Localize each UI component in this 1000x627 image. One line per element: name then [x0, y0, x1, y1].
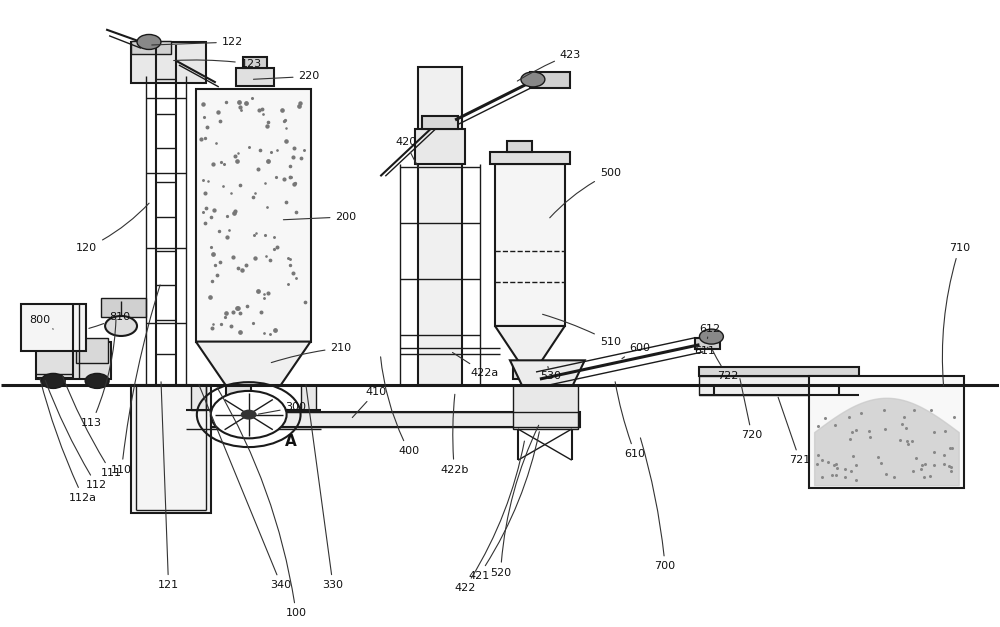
- Text: 113: 113: [81, 319, 116, 428]
- Circle shape: [41, 374, 65, 388]
- Bar: [415, 129, 465, 164]
- Text: 112a: 112a: [40, 379, 97, 503]
- Circle shape: [105, 316, 137, 336]
- Text: 300: 300: [258, 403, 307, 414]
- Text: 423: 423: [517, 50, 581, 81]
- Text: 112: 112: [45, 381, 107, 490]
- Text: 330: 330: [306, 385, 343, 590]
- Text: 700: 700: [640, 438, 676, 571]
- Text: 500: 500: [550, 168, 621, 218]
- Text: 530: 530: [540, 367, 561, 381]
- Bar: [76, 339, 108, 364]
- Bar: [418, 67, 462, 385]
- Text: 510: 510: [543, 314, 621, 347]
- Bar: [530, 72, 570, 88]
- Text: 121: 121: [158, 382, 179, 590]
- Circle shape: [699, 329, 723, 344]
- Bar: [507, 141, 532, 152]
- Text: 200: 200: [283, 212, 357, 222]
- Text: 600: 600: [622, 343, 651, 359]
- Text: 122: 122: [152, 37, 243, 47]
- Bar: [243, 57, 267, 68]
- Bar: [809, 376, 964, 488]
- Bar: [513, 364, 535, 379]
- Bar: [196, 89, 311, 342]
- Bar: [131, 42, 206, 83]
- Text: 400: 400: [381, 357, 419, 456]
- Text: 410: 410: [352, 387, 386, 418]
- Bar: [699, 376, 859, 394]
- Text: 612: 612: [699, 324, 721, 339]
- Text: 520: 520: [490, 425, 539, 577]
- Bar: [301, 385, 316, 410]
- Bar: [36, 342, 111, 379]
- Text: 422b: 422b: [440, 394, 469, 475]
- Text: 720: 720: [740, 379, 763, 440]
- Bar: [131, 385, 211, 514]
- Text: 421: 421: [468, 432, 539, 581]
- Text: 422a: 422a: [452, 352, 498, 378]
- Text: 422: 422: [454, 441, 524, 593]
- Text: 210: 210: [271, 343, 352, 362]
- Bar: [495, 164, 565, 326]
- Bar: [513, 385, 578, 429]
- Text: 111: 111: [62, 376, 122, 478]
- Text: 420: 420: [395, 137, 419, 167]
- Bar: [191, 385, 206, 410]
- Text: 710: 710: [942, 243, 970, 386]
- Polygon shape: [495, 326, 565, 364]
- Circle shape: [521, 72, 545, 87]
- Text: 611: 611: [694, 346, 715, 356]
- Text: 340: 340: [199, 385, 292, 590]
- Bar: [490, 152, 570, 164]
- Bar: [101, 298, 146, 317]
- Circle shape: [241, 409, 257, 419]
- Bar: [695, 338, 720, 349]
- Text: 120: 120: [76, 203, 149, 253]
- Text: 800: 800: [29, 315, 53, 329]
- Bar: [131, 41, 171, 55]
- Bar: [422, 115, 458, 129]
- Text: 100: 100: [217, 387, 307, 618]
- Text: 610: 610: [615, 382, 646, 459]
- Circle shape: [211, 391, 287, 438]
- Bar: [211, 412, 580, 427]
- Text: 220: 220: [253, 71, 320, 82]
- Text: 123: 123: [174, 59, 262, 69]
- Circle shape: [137, 34, 161, 50]
- Bar: [226, 385, 251, 404]
- Bar: [699, 367, 859, 376]
- Text: A: A: [285, 434, 296, 449]
- Text: 810: 810: [89, 312, 130, 329]
- Polygon shape: [196, 342, 311, 385]
- Text: 722: 722: [713, 350, 739, 381]
- Text: 721: 721: [778, 398, 810, 465]
- Circle shape: [85, 374, 109, 388]
- Text: 110: 110: [111, 285, 160, 475]
- Polygon shape: [510, 361, 585, 391]
- Bar: [21, 304, 86, 351]
- Bar: [236, 68, 274, 86]
